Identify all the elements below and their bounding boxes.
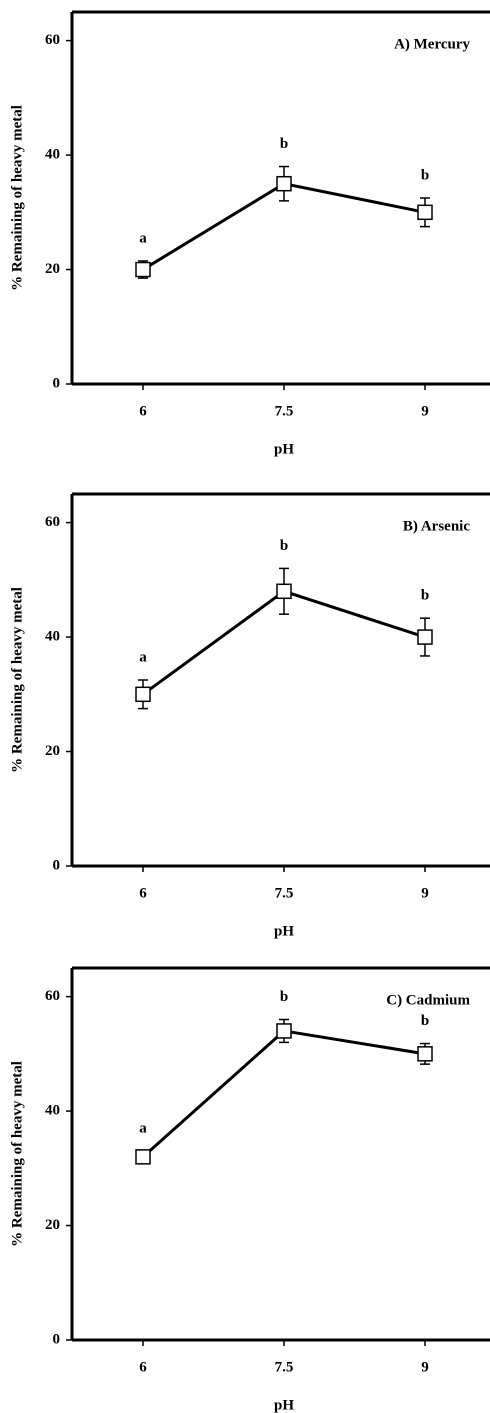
x-axis-label: pH — [274, 923, 294, 939]
group-label: a — [139, 649, 147, 665]
y-tick-label: 0 — [53, 375, 61, 391]
group-label: b — [280, 989, 288, 1005]
y-tick-label: 40 — [45, 629, 60, 645]
marker — [417, 1046, 433, 1062]
x-axis-label: pH — [274, 441, 294, 457]
x-tick-label: 6 — [139, 885, 147, 901]
x-tick-label: 9 — [421, 403, 429, 419]
x-tick-label: 7.5 — [275, 885, 294, 901]
line — [142, 1029, 426, 1158]
y-tick-label: 20 — [45, 1217, 60, 1233]
marker — [135, 1149, 151, 1165]
group-label: b — [421, 588, 429, 604]
y-tick-label: 60 — [45, 32, 60, 48]
group-label: b — [280, 136, 288, 152]
group-label: b — [421, 1013, 429, 1029]
marker — [276, 175, 292, 192]
x-tick-label: 7.5 — [275, 1359, 294, 1375]
y-tick-label: 60 — [45, 988, 60, 1004]
chart-title: C) Cadmium — [386, 992, 470, 1008]
marker — [417, 629, 433, 645]
x-tick-label: 6 — [139, 1359, 147, 1375]
y-tick-label: 0 — [53, 1331, 61, 1347]
y-tick-label: 40 — [45, 1103, 60, 1119]
marker — [135, 686, 151, 703]
chart-title: B) Arsenic — [403, 518, 470, 534]
x-tick-label: 9 — [421, 1359, 429, 1375]
y-axis-label: % Remaining of heavy metal — [9, 587, 25, 773]
marker — [276, 583, 292, 600]
y-axis-label: % Remaining of heavy metal — [9, 105, 25, 291]
group-label: a — [139, 1121, 147, 1137]
chart-title: A) Mercury — [394, 36, 470, 52]
marker — [417, 204, 433, 221]
y-tick-label: 20 — [45, 261, 60, 277]
y-tick-label: 0 — [53, 857, 61, 873]
x-axis-label: pH — [274, 1397, 294, 1413]
y-tick-label: 40 — [45, 147, 60, 163]
x-tick-label: 6 — [139, 403, 147, 419]
x-tick-label: 9 — [421, 885, 429, 901]
y-tick-label: 60 — [45, 514, 60, 530]
x-tick-label: 7.5 — [275, 403, 294, 419]
group-label: a — [139, 230, 147, 246]
y-axis-label: % Remaining of heavy metal — [9, 1061, 25, 1247]
y-tick-label: 20 — [45, 743, 60, 759]
marker — [135, 261, 151, 278]
group-label: b — [280, 538, 288, 554]
group-label: b — [421, 167, 429, 183]
marker — [276, 1023, 292, 1039]
